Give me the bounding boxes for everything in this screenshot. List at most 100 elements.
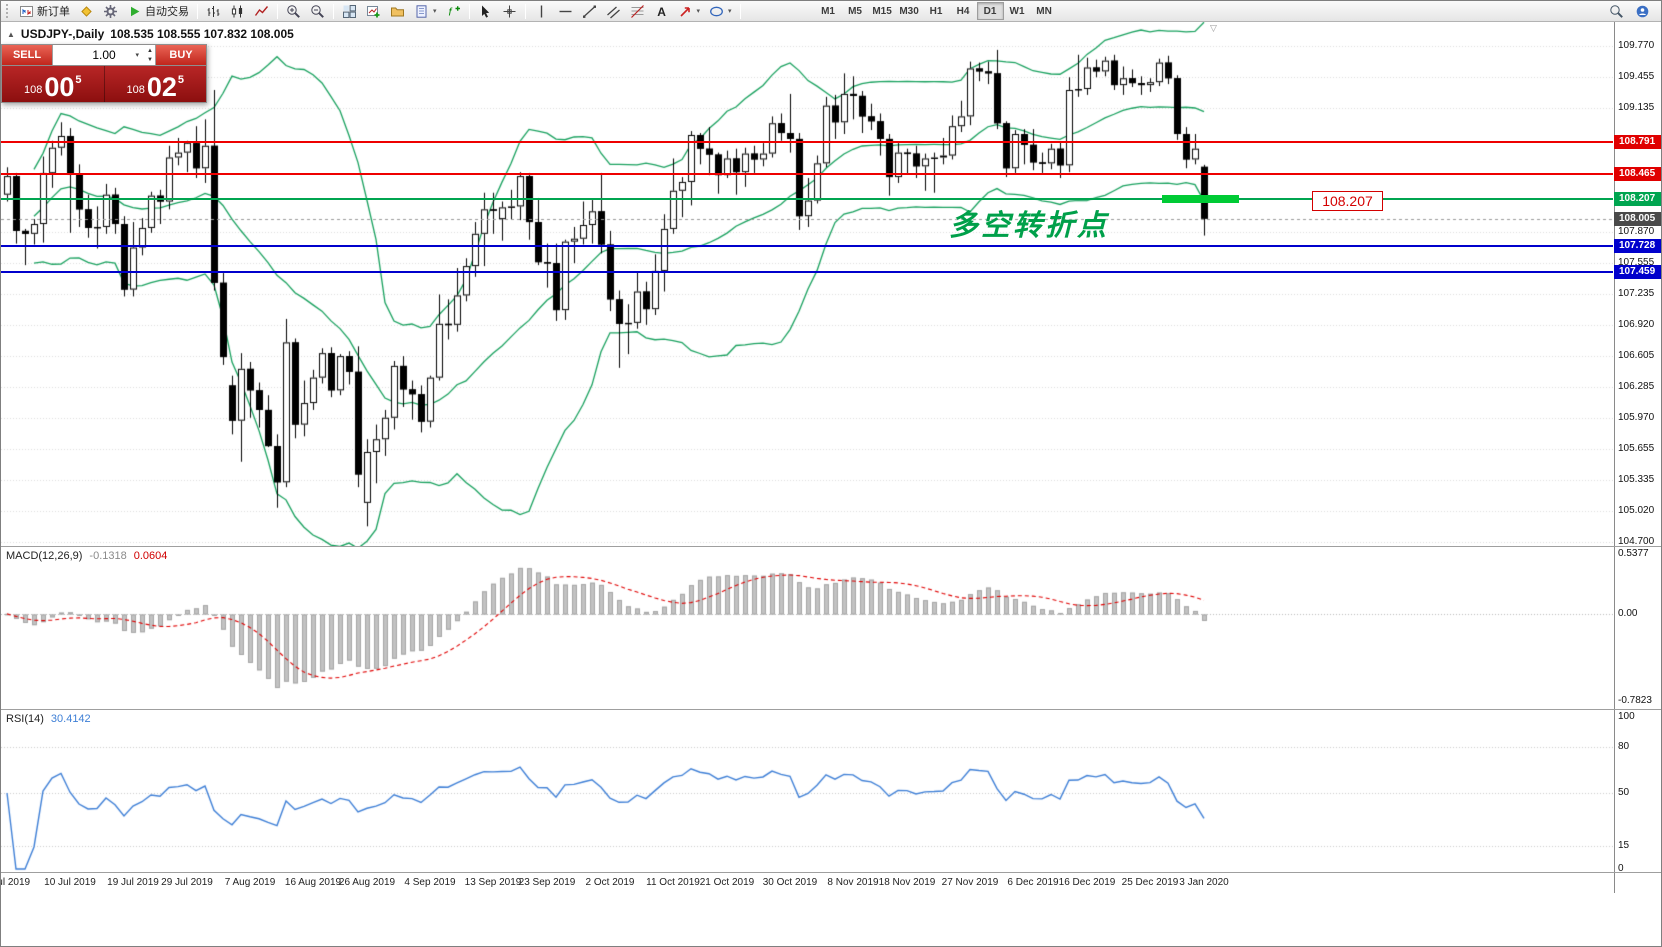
timeframe-d1-button[interactable]: D1 <box>976 2 1004 20</box>
profiles-button[interactable] <box>386 2 409 21</box>
price-axis[interactable] <box>1614 22 1661 893</box>
timeframe-m15-button[interactable]: M15 <box>869 2 896 20</box>
timeframe-h4-button[interactable]: H4 <box>950 2 977 20</box>
rsi-axis-label: 0 <box>1618 863 1624 874</box>
buy-price-display: 108 02 5 <box>105 66 207 102</box>
price-axis-label: 109.770 <box>1618 39 1655 51</box>
date-label: 7 Aug 2019 <box>224 877 276 888</box>
turning-point-annotation[interactable]: 多空转折点 <box>949 210 1110 242</box>
date-label: 19 Jul 2019 <box>107 877 159 888</box>
date-label: 16 Aug 2019 <box>284 877 342 888</box>
buy-button[interactable]: BUY <box>156 45 206 65</box>
trendline-button[interactable] <box>578 2 601 21</box>
volume-input[interactable]: 1.00 ▾ ▲ ▼ <box>52 45 156 65</box>
volume-spinner-down-icon[interactable]: ▼ <box>147 56 153 63</box>
sell-button[interactable]: SELL <box>2 45 52 65</box>
date-label: 1 Jul 2019 <box>1 877 31 888</box>
line-chart-button[interactable] <box>250 2 273 21</box>
price-callout-box[interactable]: 108.207 <box>1312 191 1383 211</box>
profiles-folder-icon <box>391 7 404 16</box>
price-axis-label: 107.555 <box>1618 256 1655 268</box>
date-label: 16 Dec 2019 <box>1058 877 1116 888</box>
macd-canvas[interactable] <box>1 547 1613 709</box>
indicators-button[interactable]: f <box>442 2 465 21</box>
options-button[interactable] <box>99 2 122 21</box>
chart-shift-marker[interactable]: ▽ <box>1210 23 1217 33</box>
timeframe-m1-button[interactable]: M1 <box>815 2 842 20</box>
hline-108.791[interactable] <box>1 141 1613 143</box>
price-axis-label: 104.700 <box>1618 535 1655 547</box>
vertical-line-button[interactable] <box>530 2 553 21</box>
timeframe-m5-button[interactable]: M5 <box>842 2 869 20</box>
zoom-in-button[interactable] <box>282 2 305 21</box>
toolbar-separator <box>277 3 278 19</box>
rsi-value: 30.4142 <box>50 713 91 725</box>
rsi-axis-label: 100 <box>1618 711 1635 722</box>
toolbar-separator <box>333 3 334 19</box>
new-order-button[interactable]: 新订单 <box>15 2 74 21</box>
macd-header: MACD(12,26,9) -0.1318 0.0604 <box>6 550 167 562</box>
date-label: 18 Nov 2019 <box>878 877 936 888</box>
search-button[interactable] <box>1605 2 1628 21</box>
price-tag-108.465: 108.465 <box>1614 166 1661 181</box>
arrows-tool-button[interactable]: ▾ <box>674 2 705 21</box>
tile-windows-button[interactable] <box>338 2 361 21</box>
rsi-canvas[interactable] <box>1 710 1613 872</box>
templates-button[interactable]: ▾ <box>410 2 441 21</box>
toolbar-separator <box>739 3 741 19</box>
main-chart-canvas[interactable] <box>1 22 1613 546</box>
panel-divider[interactable] <box>1 872 1661 873</box>
price-axis-label: 106.605 <box>1618 349 1655 361</box>
toolbar: 新订单 自动交易 <box>1 1 1661 22</box>
date-label: 3 Jan 2020 <box>1179 877 1229 888</box>
new-chart-button[interactable] <box>362 2 385 21</box>
turning-point-highlight-bar[interactable] <box>1162 195 1239 203</box>
price-axis-label: 107.235 <box>1618 287 1655 299</box>
crosshair-button[interactable] <box>498 2 521 21</box>
channel-icon <box>606 6 620 18</box>
community-icon <box>1636 5 1649 17</box>
bar-chart-button[interactable] <box>202 2 225 21</box>
hline-107.728[interactable] <box>1 245 1613 247</box>
timeframe-w1-button[interactable]: W1 <box>1004 2 1031 20</box>
metaeditor-button[interactable] <box>75 2 98 21</box>
volume-spinner-up-icon[interactable]: ▲ <box>147 47 153 54</box>
date-label: 26 Aug 2019 <box>338 877 396 888</box>
price-tag-108.207: 108.207 <box>1614 191 1661 206</box>
indicators-icon: f <box>448 5 460 18</box>
macd-name: MACD(12,26,9) <box>6 550 83 562</box>
toolbar-grip[interactable] <box>6 4 10 18</box>
fibonacci-button[interactable] <box>626 2 649 21</box>
gear-icon <box>104 4 117 18</box>
date-label: 21 Oct 2019 <box>699 877 755 888</box>
text-tool-button[interactable]: A <box>650 2 673 21</box>
horizontal-line-button[interactable] <box>554 2 577 21</box>
macd-axis-label: 0.5377 <box>1618 548 1649 559</box>
volume-dropdown-caret-icon[interactable]: ▾ <box>135 52 139 59</box>
shapes-tool-button[interactable]: ▾ <box>705 2 736 21</box>
date-label: 2 Oct 2019 <box>585 877 635 888</box>
zoom-out-icon <box>311 4 324 18</box>
templates-icon <box>416 4 427 18</box>
price-axis-label: 105.970 <box>1618 411 1655 423</box>
hline-108.465[interactable] <box>1 173 1613 175</box>
hline-108.207[interactable] <box>1 198 1613 200</box>
timeframe-m30-button[interactable]: M30 <box>896 2 923 20</box>
timeframe-mn-button[interactable]: MN <box>1031 2 1058 20</box>
timeframe-h1-button[interactable]: H1 <box>923 2 950 20</box>
hline-107.459[interactable] <box>1 271 1613 273</box>
zoom-out-button[interactable] <box>306 2 329 21</box>
cursor-button[interactable] <box>474 2 497 21</box>
community-button[interactable] <box>1631 2 1654 21</box>
rsi-name: RSI(14) <box>6 713 44 725</box>
rsi-header: RSI(14) 30.4142 <box>6 713 91 725</box>
search-icon <box>1610 4 1623 18</box>
cursor-icon <box>481 5 489 18</box>
panel-divider[interactable] <box>1 709 1661 710</box>
autotrading-button[interactable]: 自动交易 <box>123 2 193 21</box>
candlestick-chart-button[interactable] <box>226 2 249 21</box>
channel-button[interactable] <box>602 2 625 21</box>
panel-divider[interactable] <box>1 546 1661 547</box>
volume-value: 1.00 <box>92 48 116 62</box>
